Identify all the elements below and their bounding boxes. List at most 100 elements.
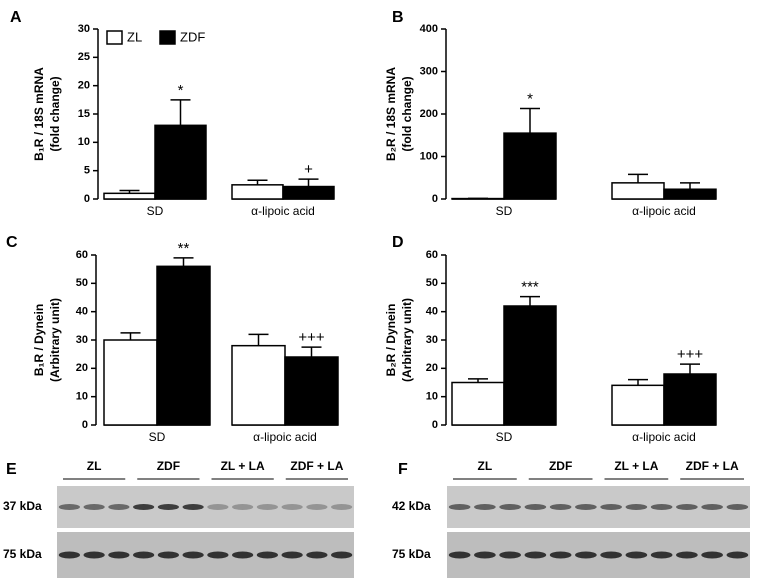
blot-band (524, 504, 547, 510)
bar (154, 124, 207, 200)
x-tick-label: SD (496, 204, 513, 218)
bar (156, 265, 211, 426)
blot-band (281, 551, 303, 559)
blot-band (256, 504, 278, 510)
blot-band (676, 551, 698, 559)
blot-strip (57, 486, 354, 528)
annotation: +++ (298, 329, 325, 346)
panel-label: A (10, 9, 22, 26)
panel-label: B (392, 9, 404, 26)
blot-band (549, 504, 572, 510)
y-tick-label: 0 (84, 193, 90, 205)
y-tick-label: 5 (84, 165, 90, 177)
x-tick-label: SD (147, 204, 164, 218)
y-axis-label: B₁R / 18S mRNA (32, 67, 46, 161)
y-tick-label: 0 (82, 419, 88, 431)
lane-label: ZDF + LA (290, 459, 343, 473)
lane-label: ZL + LA (221, 459, 265, 473)
x-tick-label: SD (149, 430, 166, 444)
y-tick-label: 10 (426, 391, 438, 403)
bar (611, 182, 665, 200)
blot-band (306, 504, 328, 510)
blot-band (207, 551, 229, 559)
y-tick-label: 0 (432, 193, 438, 205)
y-tick-label: 25 (78, 51, 90, 63)
panel-label: F (398, 461, 408, 478)
blot-band (83, 551, 105, 559)
blot-band (256, 551, 278, 559)
blot-strip (57, 532, 354, 578)
lane-label: ZL (478, 459, 493, 473)
blot-band (600, 551, 622, 559)
blot-band (701, 504, 723, 510)
blot-band (207, 504, 229, 510)
y-tick-label: 10 (78, 136, 90, 148)
bar (451, 381, 505, 426)
blot-band (524, 551, 547, 559)
bar (231, 184, 284, 200)
y-axis-label: (fold change) (48, 76, 62, 151)
blot-band (575, 504, 597, 510)
blot-band (625, 504, 648, 510)
y-tick-label: 15 (78, 108, 90, 120)
blot-band (448, 504, 471, 510)
blot-strip (447, 486, 750, 528)
annotation: * (527, 90, 533, 107)
y-axis-label: (fold change) (400, 76, 414, 151)
marker-label: 75 kDa (3, 547, 42, 561)
y-tick-label: 40 (426, 306, 438, 318)
blot-band (625, 551, 648, 559)
y-tick-label: 20 (78, 80, 90, 92)
y-tick-label: 40 (76, 306, 88, 318)
lane-label: ZDF + LA (686, 459, 739, 473)
x-tick-label: α-lipoic acid (251, 204, 315, 218)
marker-label: 37 kDa (3, 499, 42, 513)
blot-band (157, 551, 179, 559)
y-tick-label: 20 (426, 362, 438, 374)
blot-band (575, 551, 597, 559)
bar (103, 339, 158, 426)
lane-label: ZDF (157, 459, 180, 473)
y-axis-label: (Arbitrary unit) (48, 298, 62, 382)
x-tick-label: SD (496, 430, 513, 444)
blot-band (701, 551, 723, 559)
blot-band (306, 551, 328, 559)
panel-label: C (6, 234, 18, 251)
blot-band (108, 504, 130, 510)
bar (284, 356, 339, 426)
blot-band (650, 504, 673, 510)
blot-band (474, 551, 496, 559)
blot-band (331, 551, 353, 559)
blot-band (58, 504, 80, 510)
y-tick-label: 20 (76, 362, 88, 374)
legend-label: ZL (127, 29, 142, 44)
y-axis-label: B₁R / Dynein (32, 304, 46, 376)
annotation: +++ (677, 346, 704, 363)
y-tick-label: 60 (426, 249, 438, 261)
bar (503, 305, 557, 426)
blot-band (726, 551, 749, 559)
legend-swatch (106, 30, 123, 45)
blot-band (448, 551, 471, 559)
bar (663, 373, 717, 426)
blot-band (182, 551, 204, 559)
y-tick-label: 10 (76, 391, 88, 403)
blot-band (83, 504, 105, 510)
y-axis-label: B₂R / Dynein (384, 304, 398, 377)
bar (611, 384, 665, 426)
x-tick-label: α-lipoic acid (632, 204, 696, 218)
blot-band (499, 551, 521, 559)
blot-band (499, 504, 521, 510)
blot-band (133, 551, 155, 559)
blot-band (108, 551, 130, 559)
marker-label: 42 kDa (392, 499, 431, 513)
blot-strip (447, 532, 750, 578)
blot-band (157, 504, 179, 510)
y-tick-label: 50 (76, 277, 88, 289)
blot-band (281, 504, 303, 510)
y-tick-label: 100 (420, 150, 438, 162)
blot-band (58, 551, 80, 559)
x-tick-label: α-lipoic acid (253, 430, 317, 444)
blot-band (331, 504, 353, 510)
